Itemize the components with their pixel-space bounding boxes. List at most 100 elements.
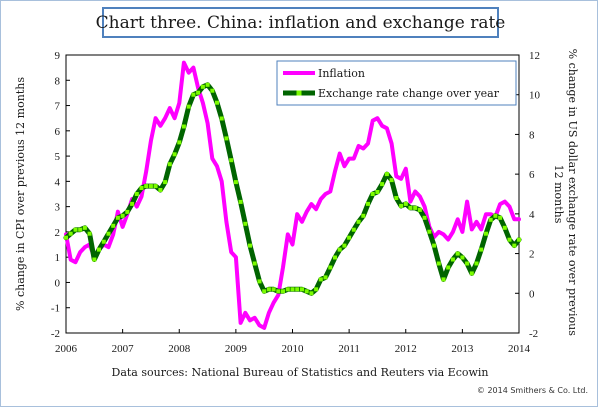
exchange-data-point — [229, 158, 234, 163]
exchange-data-point — [328, 265, 333, 270]
exchange-data-point — [224, 136, 229, 141]
exchange-data-point — [172, 152, 177, 157]
exchange-data-point — [436, 261, 441, 266]
exchange-data-point — [309, 291, 314, 296]
exchange-data-point — [257, 279, 262, 284]
left-tick-label: 8 — [55, 75, 61, 87]
exchange-data-point — [153, 184, 158, 189]
exchange-data-point — [290, 287, 295, 292]
exchange-data-point — [196, 90, 201, 95]
exchange-data-point — [73, 227, 78, 232]
exchange-data-point — [337, 247, 342, 252]
exchange-data-point — [64, 235, 68, 240]
exchange-data-point — [361, 213, 366, 218]
exchange-data-point — [380, 182, 385, 187]
left-tick-label: 3 — [55, 202, 61, 214]
y-axis-label-left: % change in CPI over previous 12 months — [14, 77, 27, 311]
exchange-data-point — [144, 184, 149, 189]
exchange-data-point — [252, 261, 257, 266]
exchange-data-point — [134, 192, 139, 196]
left-tick-label: 0 — [55, 277, 61, 289]
left-tick-label: 1 — [55, 252, 61, 264]
series-line-inflation — [64, 60, 521, 330]
exchange-data-point — [163, 180, 168, 185]
right-tick-label: 6 — [529, 169, 535, 181]
x-tick-label: 2013 — [451, 343, 474, 355]
exchange-data-point — [87, 231, 92, 236]
y-axis-label-right: % change in US dollar exchange rate over… — [552, 49, 579, 340]
left-tick-label: 4 — [55, 176, 61, 188]
exchange-data-point — [210, 88, 215, 93]
exchange-data-point — [215, 100, 219, 105]
left-tick-label: 7 — [55, 101, 61, 113]
exchange-data-point — [403, 201, 408, 206]
exchange-data-point — [248, 243, 252, 248]
exchange-data-point — [78, 227, 83, 232]
left-tick-label: 9 — [55, 50, 61, 62]
exchange-data-point — [97, 247, 101, 252]
exchange-data-point — [347, 235, 352, 240]
right-tick-label: 4 — [529, 209, 535, 221]
exchange-data-point — [262, 289, 267, 294]
exchange-data-point — [271, 287, 276, 292]
exchange-data-point — [413, 205, 418, 210]
exchange-data-point — [266, 287, 271, 292]
exchange-data-point — [502, 225, 507, 230]
copyright-note: © 2014 Smithers & Co. Ltd. — [477, 386, 588, 395]
exchange-data-point — [148, 184, 153, 189]
exchange-data-point — [408, 205, 413, 210]
legend-label-inflation: Inflation — [318, 67, 365, 80]
x-tick-label: 2010 — [282, 343, 305, 355]
exchange-data-point — [115, 215, 120, 220]
exchange-data-point — [101, 239, 106, 244]
legend: Inflation Exchange rate change over year — [276, 60, 517, 106]
legend-box — [276, 60, 517, 106]
exchange-data-point — [130, 201, 135, 206]
exchange-data-point — [441, 277, 446, 282]
exchange-data-point — [68, 231, 73, 236]
right-tick-label: 10 — [529, 90, 541, 102]
exchange-data-point — [370, 192, 375, 196]
exchange-data-point — [318, 277, 323, 282]
exchange-data-point — [200, 84, 205, 89]
right-axis: -2 0 2 4 6 8 10 12 — [515, 50, 541, 340]
exchange-data-point — [446, 265, 451, 270]
title-box — [102, 7, 499, 38]
right-tick-label: 0 — [529, 288, 535, 300]
x-axis: 2006 2007 2008 2009 2010 2011 2012 2013 2014 — [55, 329, 531, 355]
exchange-data-point — [314, 287, 319, 292]
exchange-data-point — [432, 243, 437, 248]
exchange-data-point — [356, 219, 361, 224]
exchange-data-point — [507, 237, 512, 242]
exchange-data-point — [281, 289, 285, 294]
x-tick-label: 2007 — [112, 343, 135, 355]
exchange-data-point — [285, 287, 290, 292]
exchange-data-point — [333, 255, 337, 260]
y-axis-label-right-line1: % change in US dollar exchange rate over… — [566, 49, 579, 337]
exchange-data-point — [82, 225, 87, 230]
exchange-data-point — [469, 271, 474, 276]
x-tick-label: 2011 — [338, 343, 360, 355]
source-note: Data sources: National Bureau of Statist… — [112, 366, 489, 379]
exchange-data-point — [488, 217, 493, 222]
right-tick-label: -2 — [529, 328, 538, 340]
exchange-data-point — [238, 199, 243, 204]
exchange-data-point — [479, 247, 484, 252]
exchange-data-point — [465, 261, 470, 266]
exchange-data-point — [498, 215, 503, 220]
exchange-data-point — [417, 207, 422, 212]
x-tick-label: 2009 — [225, 343, 248, 355]
exchange-data-point — [342, 243, 347, 248]
exchange-data-point — [219, 116, 224, 121]
exchange-data-point — [366, 201, 370, 206]
left-tick-label: 5 — [55, 151, 61, 163]
exchange-data-point — [493, 213, 498, 218]
x-tick-label: 2008 — [168, 343, 191, 355]
exchange-data-point — [389, 178, 394, 183]
x-tick-label: 2014 — [508, 343, 531, 355]
exchange-data-point — [304, 289, 309, 294]
exchange-data-point — [106, 231, 111, 236]
series-line-exchange — [63, 82, 522, 296]
exchange-data-point — [460, 255, 465, 260]
